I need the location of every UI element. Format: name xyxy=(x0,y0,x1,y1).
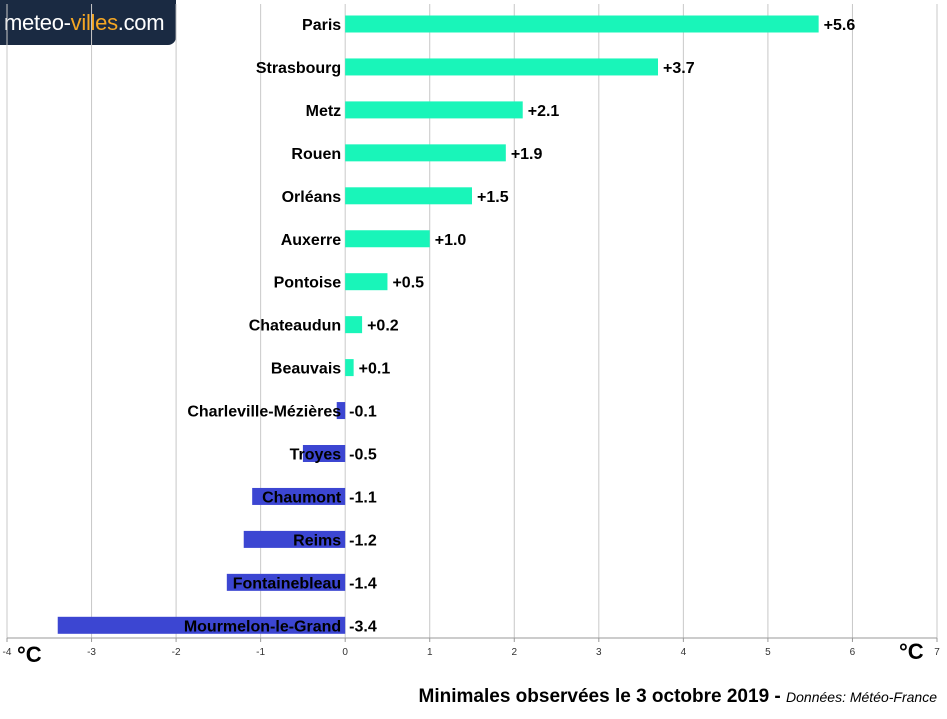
value-label: -1.4 xyxy=(349,575,377,592)
grid-lines xyxy=(6,4,938,638)
logo-text-tld: .com xyxy=(117,9,165,35)
city-label: Rouen xyxy=(291,146,341,163)
x-tick-label: 3 xyxy=(596,647,602,658)
x-tick-label: -3 xyxy=(87,647,96,658)
city-label: Beauvais xyxy=(271,361,341,378)
bar xyxy=(345,15,819,33)
value-label: -1.2 xyxy=(349,532,377,549)
city-label: Metz xyxy=(306,103,342,120)
bar xyxy=(345,144,506,162)
value-label: +2.1 xyxy=(528,103,560,120)
city-label: Orléans xyxy=(282,189,342,206)
bar xyxy=(226,573,346,591)
labels: Paris +5.6 Strasbourg +3.7 Metz +2.1 Rouen +1.9… xyxy=(184,17,855,635)
bar xyxy=(345,359,354,377)
x-tick-label: 2 xyxy=(511,647,517,658)
caption-title: Minimales observées le 3 octobre 2019 - xyxy=(418,686,787,707)
value-label: +1.5 xyxy=(477,189,509,206)
value-label: +0.1 xyxy=(359,361,391,378)
city-label: Reims xyxy=(293,532,341,549)
bar xyxy=(252,487,346,505)
bar xyxy=(243,530,346,548)
x-tick-label: 6 xyxy=(850,647,856,658)
x-tick-label: 7 xyxy=(934,647,940,658)
bar xyxy=(57,616,346,634)
value-label: -1.1 xyxy=(349,489,377,506)
bar xyxy=(345,187,472,205)
x-tick-label: -4 xyxy=(3,647,12,658)
x-tick-label: -2 xyxy=(172,647,181,658)
x-axis-unit-right: °C xyxy=(899,639,924,664)
value-label: +1.0 xyxy=(435,232,467,249)
bar xyxy=(302,445,346,462)
x-axis: -4 -3 -2 -1 0 1 2 3 4 5 6 7 °C °C xyxy=(3,637,940,667)
bar xyxy=(345,230,430,248)
value-label: +3.7 xyxy=(663,60,695,77)
city-label: Fontainebleau xyxy=(233,575,341,592)
x-tick-label: 5 xyxy=(765,647,771,658)
value-label: -3.4 xyxy=(349,618,377,635)
bar xyxy=(345,316,363,334)
caption-source: Données: Météo-France xyxy=(786,689,937,705)
x-tick-label: 4 xyxy=(681,647,687,658)
city-label: Mourmelon-le-Grand xyxy=(184,618,341,635)
value-label: +5.6 xyxy=(824,17,856,34)
city-label: Paris xyxy=(302,17,341,34)
value-label: -0.1 xyxy=(349,404,377,421)
city-label: Charleville-Mézières xyxy=(187,404,341,421)
value-label: +0.5 xyxy=(392,275,424,292)
bar xyxy=(345,101,523,119)
logo-text-accent: villes xyxy=(70,9,118,35)
bar xyxy=(345,273,388,291)
value-label: +0.2 xyxy=(367,318,399,335)
city-label: Auxerre xyxy=(281,232,342,249)
x-tick-label: 1 xyxy=(427,647,433,658)
city-label: Troyes xyxy=(290,447,342,464)
city-label: Strasbourg xyxy=(256,60,341,77)
x-axis-unit-left: °C xyxy=(17,642,42,667)
site-logo[interactable]: meteo-villes .com xyxy=(0,0,176,45)
value-label: +1.9 xyxy=(511,146,543,163)
logo-text-main: meteo- xyxy=(4,9,71,35)
x-tick-label: 0 xyxy=(342,647,348,658)
city-label: Chateaudun xyxy=(249,318,341,335)
bar xyxy=(345,58,658,76)
bars xyxy=(57,15,819,634)
value-label: -0.5 xyxy=(349,447,377,464)
city-label: Chaumont xyxy=(262,489,342,506)
x-tick-label: -1 xyxy=(256,647,265,658)
chart-caption: Minimales observées le 3 octobre 2019 - … xyxy=(419,686,937,708)
bar xyxy=(336,402,346,420)
city-label: Pontoise xyxy=(274,275,342,292)
